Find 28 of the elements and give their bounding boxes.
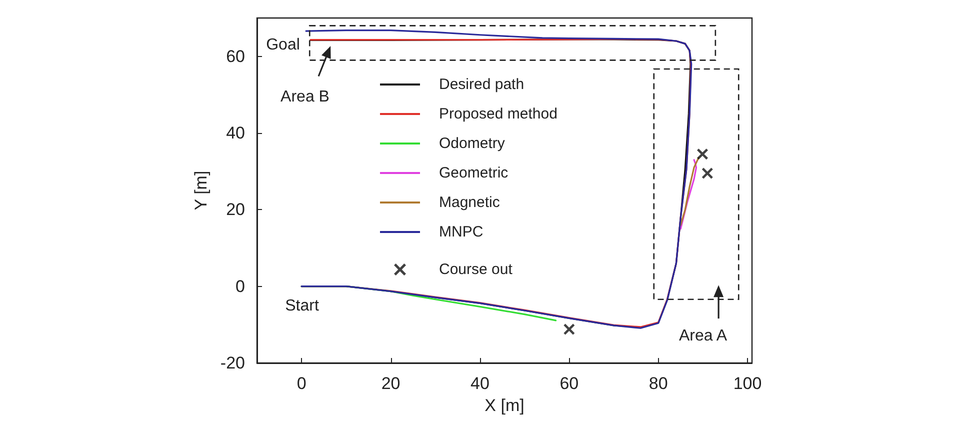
legend-label: Odometry xyxy=(439,135,506,152)
line-series xyxy=(680,159,698,230)
point xyxy=(697,148,708,160)
annotation: Area B xyxy=(280,88,330,106)
y-tick-label: 40 xyxy=(226,124,245,142)
annotation: Start xyxy=(285,298,320,314)
point xyxy=(702,168,713,179)
annotation: Area A xyxy=(678,328,728,344)
x-tick-label: 20 xyxy=(381,374,400,393)
point xyxy=(564,324,575,335)
legend-label: Proposed method xyxy=(439,106,558,122)
legend-label: MNPC xyxy=(439,224,484,240)
legend-label: Geometric xyxy=(439,164,509,182)
x-axis-title: X [m] xyxy=(484,396,524,415)
x-tick-label: 60 xyxy=(560,374,579,393)
x-tick-label: 100 xyxy=(733,374,762,393)
y-axis-title: Y [m] xyxy=(192,170,211,210)
legend-label: Magnetic xyxy=(439,194,500,211)
legend-label: Course out xyxy=(439,261,514,278)
y-tick-label: 20 xyxy=(226,200,245,220)
x-tick-label: 80 xyxy=(648,374,668,393)
y-tick-label: 60 xyxy=(226,46,245,66)
annotation: Goal xyxy=(266,36,300,54)
legend-label: Desired path xyxy=(439,76,524,93)
x-tick-label: 40 xyxy=(470,374,490,393)
x-tick-label: 0 xyxy=(296,374,306,393)
y-tick-label: -20 xyxy=(220,354,245,372)
y-tick-label: 0 xyxy=(236,276,245,296)
